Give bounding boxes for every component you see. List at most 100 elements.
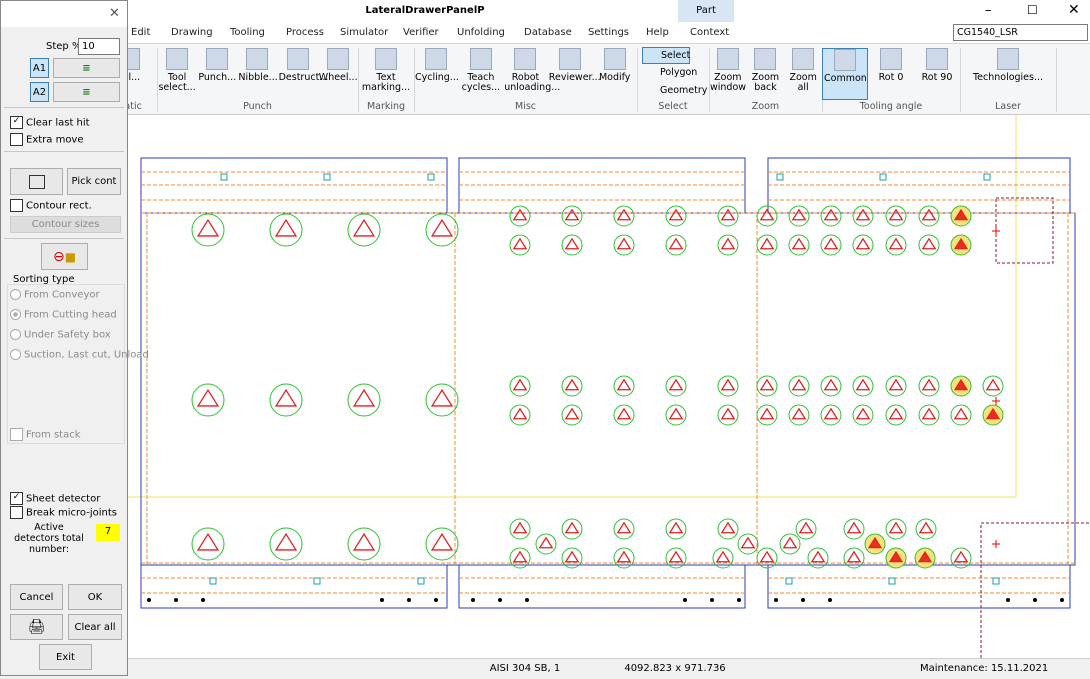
menu-tab[interactable]: Settings: [588, 27, 629, 38]
a1-icon[interactable]: ≡: [53, 58, 120, 78]
step-label: Step %: [46, 41, 81, 52]
menu-bar: CG1540_LSR Edit Drawing Tooling Process Simu…: [0, 22, 1090, 44]
ribbon-small-button[interactable]: Polygon: [642, 65, 702, 82]
ribbon-button[interactable]: Rot 0: [868, 48, 914, 100]
print-button[interactable]: 🖨: [10, 614, 63, 640]
radio: [10, 349, 21, 360]
sorting-option[interactable]: Under Safety box: [10, 329, 111, 341]
break-micro-joints[interactable]: Break micro-joints: [10, 506, 117, 519]
dot: [174, 598, 178, 602]
step-input[interactable]: 10: [78, 38, 120, 55]
button-icon: [206, 48, 228, 70]
app-title: LateralDrawerPanelP: [300, 5, 550, 16]
ribbon-button[interactable]: Robot unloading...: [503, 48, 548, 100]
button-icon: [425, 48, 447, 70]
menu-tab[interactable]: Process: [286, 27, 324, 38]
dot: [380, 598, 384, 602]
sorting-option[interactable]: From Conveyor: [10, 289, 100, 301]
ribbon-button[interactable]: Teach cycles...: [459, 48, 504, 100]
button-label: Text marking...: [358, 73, 414, 93]
button-label: Tool select...: [157, 73, 197, 93]
from-stack[interactable]: From stack: [10, 428, 81, 441]
ribbon-button[interactable]: Zoom back: [747, 48, 785, 100]
contour-rect[interactable]: Contour rect.: [10, 199, 92, 212]
panel-close[interactable]: ✕: [109, 6, 120, 21]
sorting-icon[interactable]: ⊖■: [41, 243, 88, 270]
menu-tab[interactable]: Database: [524, 27, 572, 38]
button-icon: [834, 49, 856, 71]
ribbon-button[interactable]: Nibble...: [237, 48, 277, 100]
separator: [4, 238, 124, 239]
button-label: Reviewer...: [548, 73, 593, 83]
clear-last-hit[interactable]: ✓Clear last hit: [10, 116, 90, 129]
sorting-option[interactable]: From Cutting head: [10, 309, 117, 321]
pick-cont-button[interactable]: Pick cont: [67, 168, 121, 195]
ribbon-button[interactable]: Wheel...: [318, 48, 358, 100]
ribbon-button[interactable]: Technologies...: [960, 48, 1056, 100]
a2-icon[interactable]: ≡: [53, 82, 120, 102]
button-label: Common: [823, 74, 867, 84]
clear-all-button[interactable]: Clear all: [68, 614, 122, 640]
radio: [10, 309, 21, 320]
menu-tab[interactable]: Tooling: [230, 27, 265, 38]
button-icon: [287, 48, 309, 70]
drawing-area: [0, 115, 1090, 658]
ribbon-small-button[interactable]: Geometry: [642, 83, 702, 100]
menu-tab[interactable]: Unfolding: [457, 27, 505, 38]
exit-button[interactable]: Exit: [39, 644, 92, 670]
button-icon: [327, 48, 349, 70]
button-icon: [717, 48, 739, 70]
ribbon-button[interactable]: Cycling...: [414, 48, 459, 100]
option-label: From Conveyor: [24, 290, 100, 301]
contour-pick-icon[interactable]: [10, 168, 63, 195]
ribbon-button[interactable]: Common: [822, 48, 868, 100]
ribbon-button[interactable]: Zoom window: [709, 48, 747, 100]
dot: [525, 598, 529, 602]
active-count: 7: [96, 524, 120, 541]
button-icon: [166, 48, 188, 70]
menu-tab[interactable]: Drawing: [171, 27, 213, 38]
option-label: From Cutting head: [24, 310, 117, 321]
dot: [774, 598, 778, 602]
a1-button[interactable]: A1: [30, 58, 49, 78]
contour-sizes-button[interactable]: Contour sizes: [10, 216, 121, 233]
menu-tab[interactable]: Simulator: [340, 27, 388, 38]
ribbon-button[interactable]: Destruct...: [278, 48, 318, 100]
separator: [4, 151, 124, 152]
minimize[interactable]: –: [985, 3, 992, 18]
ribbon-button[interactable]: Punch...: [197, 48, 237, 100]
maximize[interactable]: ☐: [1027, 3, 1038, 17]
cancel-button[interactable]: Cancel: [10, 584, 63, 610]
sorting-option[interactable]: Suction, Last cut, Unload: [10, 349, 149, 361]
ribbon-button[interactable]: Modify: [592, 48, 637, 100]
a2-button[interactable]: A2: [30, 82, 49, 102]
ribbon-button[interactable]: Zoom all: [784, 48, 822, 100]
menu-tab[interactable]: Context: [690, 27, 729, 38]
close[interactable]: ✕: [1068, 2, 1080, 18]
extra-move-label: Extra move: [26, 135, 84, 146]
sheet-detector[interactable]: ✓Sheet detector: [10, 492, 100, 505]
ribbon-group-label: Tooling angle: [822, 101, 960, 112]
separator: [4, 107, 124, 108]
menu-tab[interactable]: Edit: [131, 27, 150, 38]
ok-button[interactable]: OK: [68, 584, 122, 610]
ribbon-button[interactable]: Text marking...: [358, 48, 414, 100]
ribbon-group-label: Misc: [414, 101, 637, 112]
dot: [801, 598, 805, 602]
ribbon-small-button[interactable]: Select: [642, 47, 690, 64]
menu-tab[interactable]: Verifier: [403, 27, 439, 38]
extra-move[interactable]: Extra move: [10, 133, 84, 146]
ribbon-button[interactable]: Reviewer...: [548, 48, 593, 100]
menu-tab[interactable]: Help: [646, 27, 669, 38]
ribbon-button[interactable]: Rot 90: [914, 48, 960, 100]
ribbon-button[interactable]: Tool select...: [157, 48, 197, 100]
tool-panel: ✕ Step % 10 A1 ≡ A2 ≡ ✓Clear last hit Ex…: [0, 0, 128, 676]
dot: [710, 598, 714, 602]
ribbon: maticool...PunchTool select...Punch...Ni…: [0, 44, 1090, 115]
button-label: Technologies...: [960, 73, 1056, 83]
from-stack-label: From stack: [26, 430, 81, 441]
machine-combo[interactable]: CG1540_LSR: [953, 24, 1088, 41]
context-tab[interactable]: Part: [678, 0, 734, 22]
button-icon: [375, 48, 397, 70]
